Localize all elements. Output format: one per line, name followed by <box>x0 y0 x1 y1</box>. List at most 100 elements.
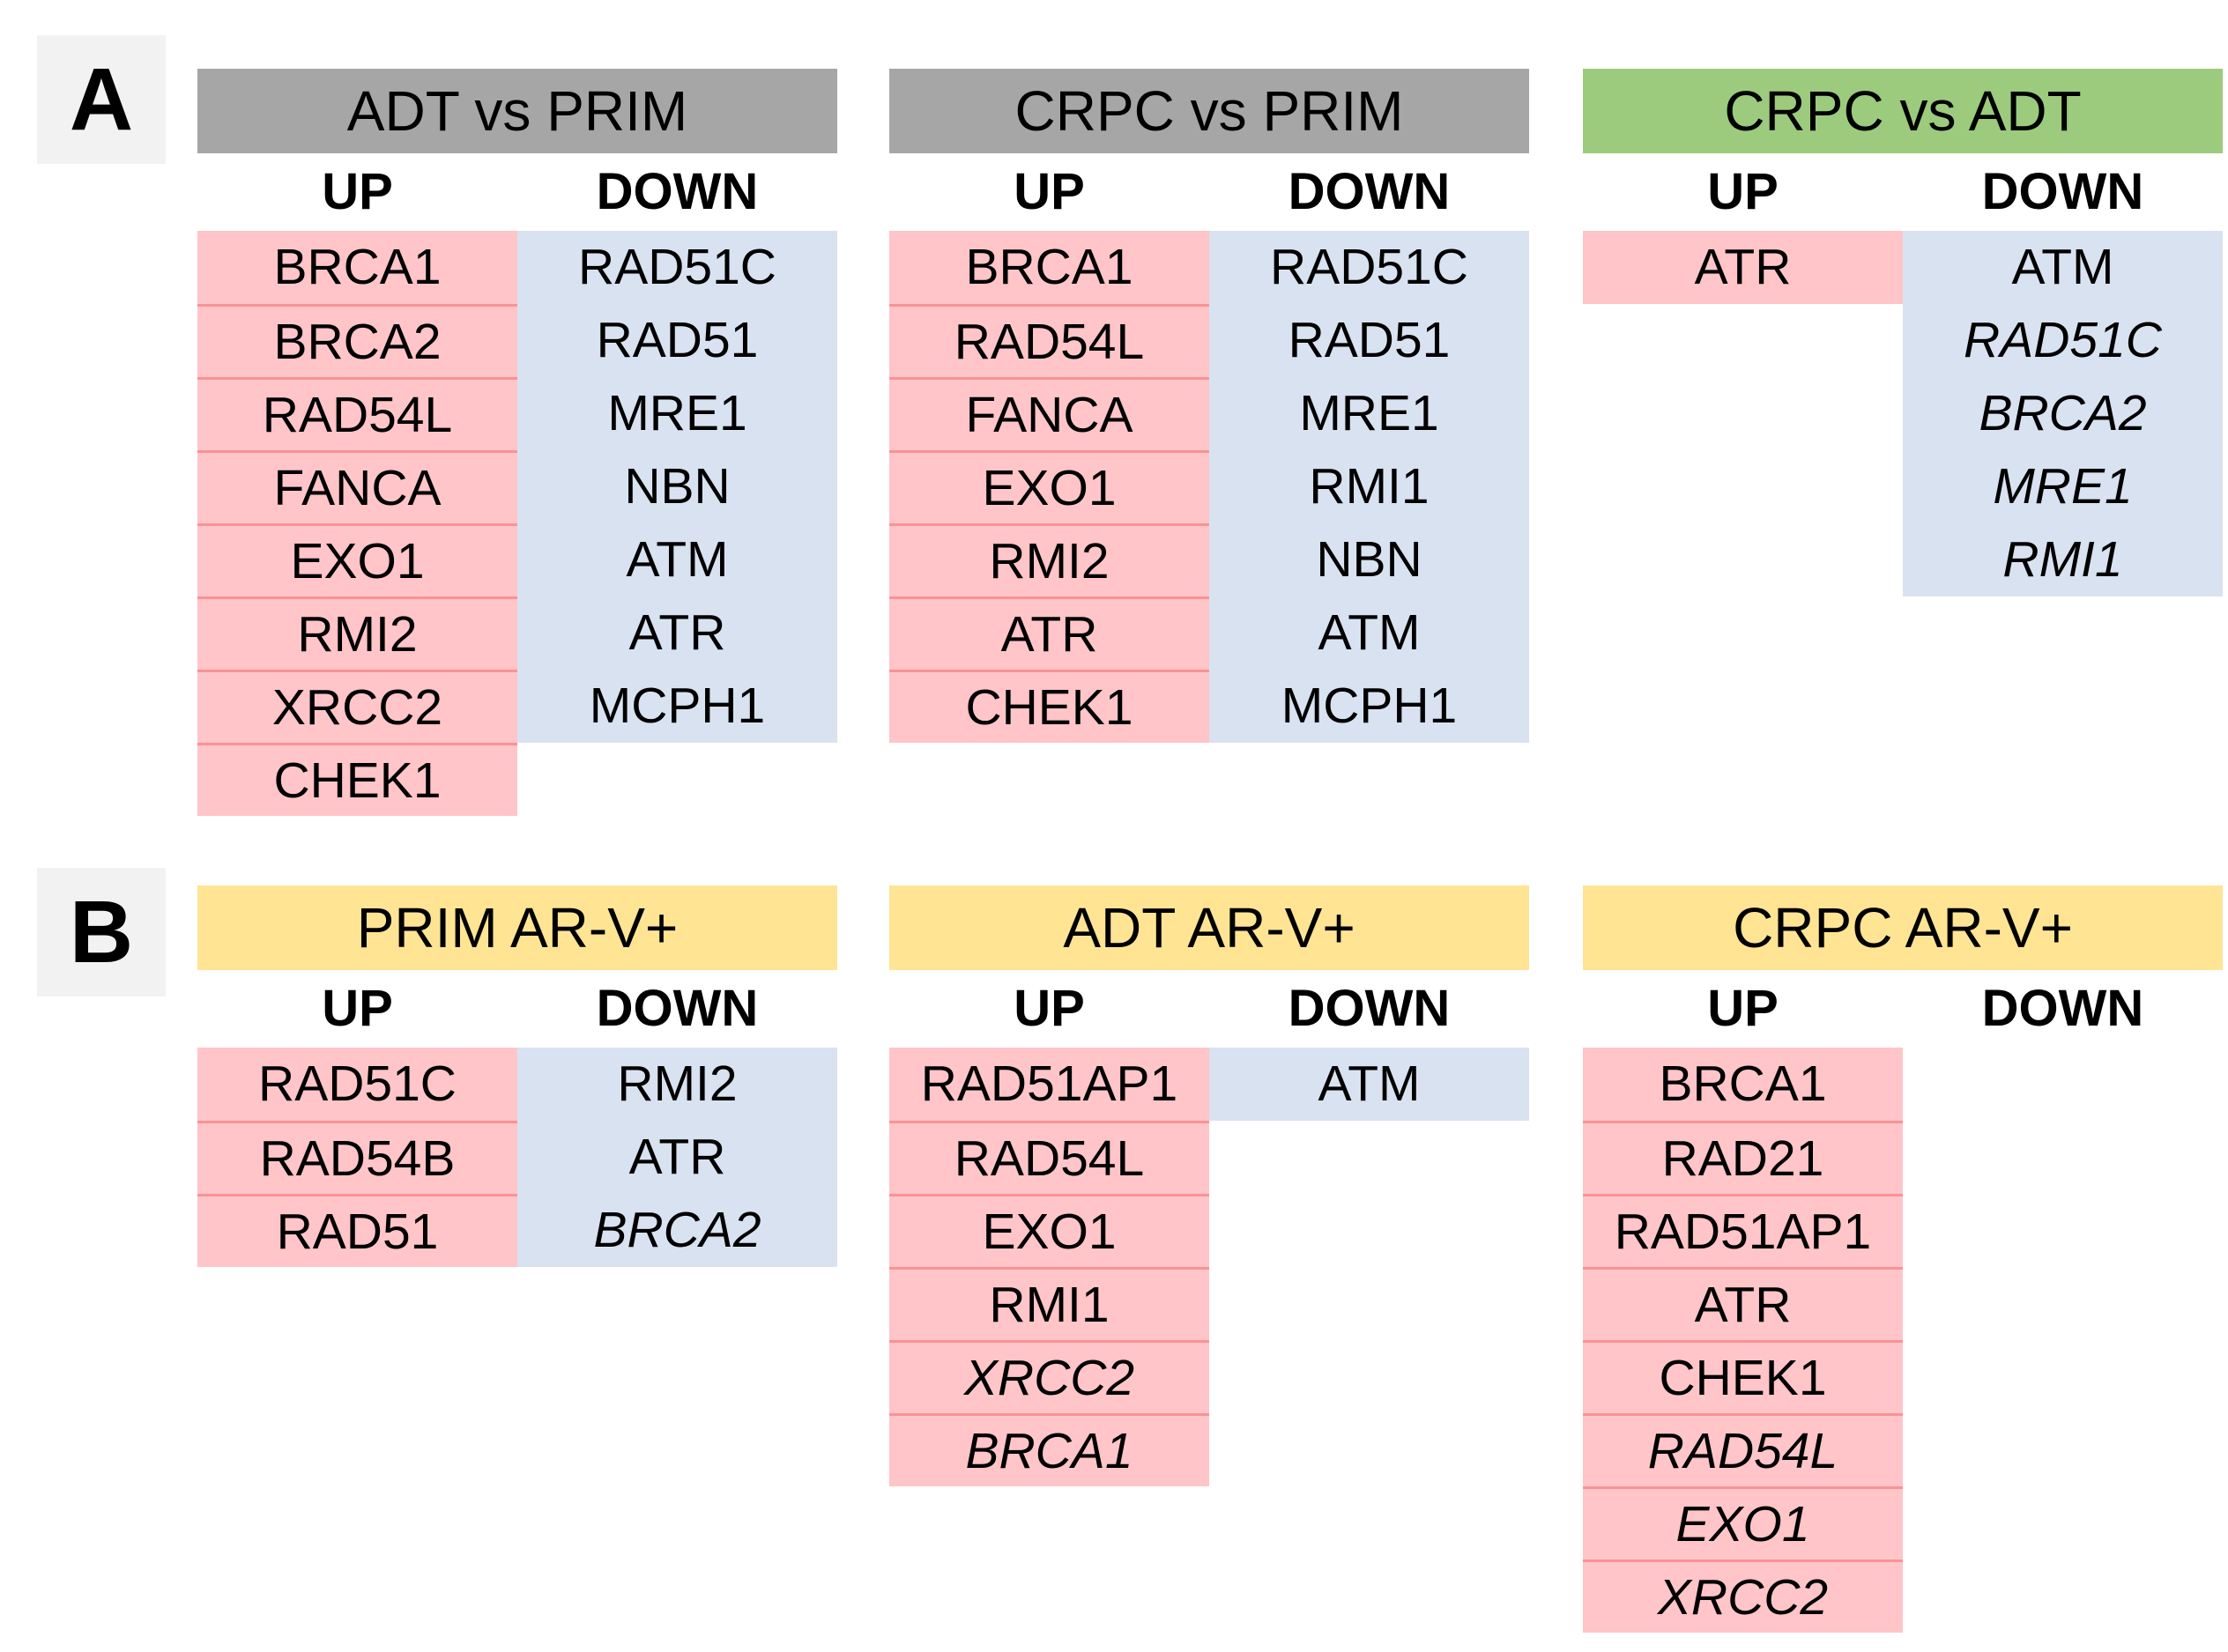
up-column-header: UP <box>1707 163 1779 220</box>
gene-cell: RMI2 <box>517 1048 837 1121</box>
up-column-header: UP <box>322 163 393 220</box>
table-adt-vs-prim: ADT vs PRIM UP DOWN BRCA1 BRCA2 RAD54L FANC… <box>197 69 837 816</box>
panel-a-label: A <box>37 35 166 164</box>
table-title: ADT AR-V+ <box>889 885 1529 970</box>
gene-cell: RAD51C <box>1903 304 2223 377</box>
table-title: ADT vs PRIM <box>197 69 837 153</box>
table-title: CRPC vs PRIM <box>889 69 1529 153</box>
column-label-row: UP DOWN <box>889 970 1529 1048</box>
up-column-header: UP <box>1014 163 1085 220</box>
gene-cell: NBN <box>1209 523 1529 596</box>
down-gene-list: RAD51C RAD51 MRE1 RMI1 NBN ATM MCPH1 <box>1209 231 1529 743</box>
gene-cell: ATM <box>517 523 837 596</box>
gene-cell: ATR <box>1583 1267 1903 1340</box>
gene-cell: MRE1 <box>517 377 837 450</box>
column-label-row: UP DOWN <box>197 970 837 1048</box>
down-gene-list: RAD51C RAD51 MRE1 NBN ATM ATR MCPH1 <box>517 231 837 743</box>
gene-cell: RMI1 <box>889 1267 1209 1340</box>
up-column-header: UP <box>1707 980 1779 1037</box>
gene-cell: RMI2 <box>197 596 517 670</box>
gene-cell: EXO1 <box>889 1194 1209 1267</box>
gene-cell: RMI1 <box>1903 523 2223 596</box>
up-gene-list: RAD51AP1 RAD54L EXO1 RMI1 XRCC2 BRCA1 <box>889 1048 1209 1486</box>
gene-cell: EXO1 <box>1583 1486 1903 1559</box>
gene-cell: MCPH1 <box>517 670 837 743</box>
gene-cell: RAD51 <box>197 1194 517 1267</box>
down-column-header: DOWN <box>1981 980 2144 1037</box>
gene-columns: RAD51AP1 RAD54L EXO1 RMI1 XRCC2 BRCA1 ATM <box>889 1048 1529 1486</box>
up-gene-list: RAD51C RAD54B RAD51 <box>197 1048 517 1267</box>
gene-cell: RAD51 <box>1209 304 1529 377</box>
gene-cell: ATM <box>1209 596 1529 670</box>
up-gene-list: BRCA1 RAD54L FANCA EXO1 RMI2 ATR CHEK1 <box>889 231 1209 743</box>
gene-cell: RAD51AP1 <box>1583 1194 1903 1267</box>
panel-b-label: B <box>37 868 166 996</box>
gene-cell: RAD51AP1 <box>889 1048 1209 1121</box>
gene-cell: ATR <box>517 1121 837 1194</box>
gene-columns: RAD51C RAD54B RAD51 RMI2 ATR BRCA2 <box>197 1048 837 1267</box>
gene-cell: RAD51C <box>1209 231 1529 304</box>
table-crpc-vs-prim: CRPC vs PRIM UP DOWN BRCA1 RAD54L FANCA EXO… <box>889 69 1529 743</box>
gene-cell: RAD51C <box>517 231 837 304</box>
table-adt-arv: ADT AR-V+ UP DOWN RAD51AP1 RAD54L EXO1 RMI1… <box>889 885 1529 1486</box>
gene-cell: RAD51C <box>197 1048 517 1121</box>
gene-columns: BRCA1 BRCA2 RAD54L FANCA EXO1 RMI2 XRCC2 CHEK1 … <box>197 231 837 816</box>
gene-cell: RAD54L <box>889 1121 1209 1194</box>
gene-cell: FANCA <box>889 377 1209 450</box>
gene-columns: BRCA1 RAD54L FANCA EXO1 RMI2 ATR CHEK1 RAD51C R… <box>889 231 1529 743</box>
gene-cell: MCPH1 <box>1209 670 1529 743</box>
up-gene-list: BRCA1 BRCA2 RAD54L FANCA EXO1 RMI2 XRCC2 CHEK1 <box>197 231 517 816</box>
gene-cell: BRCA1 <box>889 231 1209 304</box>
gene-cell: RMI2 <box>889 523 1209 596</box>
gene-cell: ATM <box>1903 231 2223 304</box>
column-label-row: UP DOWN <box>1583 970 2223 1048</box>
up-gene-list: ATR <box>1583 231 1903 304</box>
column-label-row: UP DOWN <box>197 153 837 231</box>
up-column-header: UP <box>322 980 393 1037</box>
gene-cell: RAD54L <box>197 377 517 450</box>
down-column-header: DOWN <box>596 163 759 220</box>
gene-cell: CHEK1 <box>197 743 517 816</box>
gene-cell: XRCC2 <box>1583 1559 1903 1633</box>
gene-cell: CHEK1 <box>889 670 1209 743</box>
gene-columns: BRCA1 RAD21 RAD51AP1 ATR CHEK1 RAD54L EXO1 XRCC… <box>1583 1048 2223 1633</box>
gene-cell: RAD54L <box>889 304 1209 377</box>
gene-cell: RAD21 <box>1583 1121 1903 1194</box>
gene-cell: MRE1 <box>1903 450 2223 523</box>
table-crpc-arv: CRPC AR-V+ UP DOWN BRCA1 RAD21 RAD51AP1 ATR… <box>1583 885 2223 1633</box>
gene-cell: ATR <box>517 596 837 670</box>
gene-cell: EXO1 <box>889 450 1209 523</box>
table-title: CRPC AR-V+ <box>1583 885 2223 970</box>
down-column-header: DOWN <box>1981 163 2144 220</box>
gene-cell: FANCA <box>197 450 517 523</box>
table-prim-arv: PRIM AR-V+ UP DOWN RAD51C RAD54B RAD51 RMI… <box>197 885 837 1267</box>
up-gene-list: BRCA1 RAD21 RAD51AP1 ATR CHEK1 RAD54L EXO1 XRCC… <box>1583 1048 1903 1633</box>
gene-columns: ATR ATM RAD51C BRCA2 MRE1 RMI1 <box>1583 231 2223 596</box>
gene-cell: BRCA2 <box>197 304 517 377</box>
down-gene-list: ATM <box>1209 1048 1529 1121</box>
up-column-header: UP <box>1014 980 1085 1037</box>
gene-cell: RMI1 <box>1209 450 1529 523</box>
gene-cell: XRCC2 <box>197 670 517 743</box>
table-title: CRPC vs ADT <box>1583 69 2223 153</box>
down-gene-list: ATM RAD51C BRCA2 MRE1 RMI1 <box>1903 231 2223 596</box>
gene-cell: XRCC2 <box>889 1340 1209 1413</box>
column-label-row: UP DOWN <box>889 153 1529 231</box>
gene-cell: BRCA1 <box>889 1413 1209 1486</box>
gene-cell: MRE1 <box>1209 377 1529 450</box>
gene-cell: CHEK1 <box>1583 1340 1903 1413</box>
gene-cell: BRCA1 <box>197 231 517 304</box>
column-label-row: UP DOWN <box>1583 153 2223 231</box>
gene-cell: BRCA2 <box>1903 377 2223 450</box>
gene-cell: EXO1 <box>197 523 517 596</box>
gene-cell: RAD51 <box>517 304 837 377</box>
gene-cell: RAD54B <box>197 1121 517 1194</box>
table-title: PRIM AR-V+ <box>197 885 837 970</box>
down-column-header: DOWN <box>596 980 759 1037</box>
gene-cell: BRCA1 <box>1583 1048 1903 1121</box>
gene-cell: ATM <box>1209 1048 1529 1121</box>
gene-cell: BRCA2 <box>517 1194 837 1267</box>
down-column-header: DOWN <box>1288 980 1451 1037</box>
down-column-header: DOWN <box>1288 163 1451 220</box>
